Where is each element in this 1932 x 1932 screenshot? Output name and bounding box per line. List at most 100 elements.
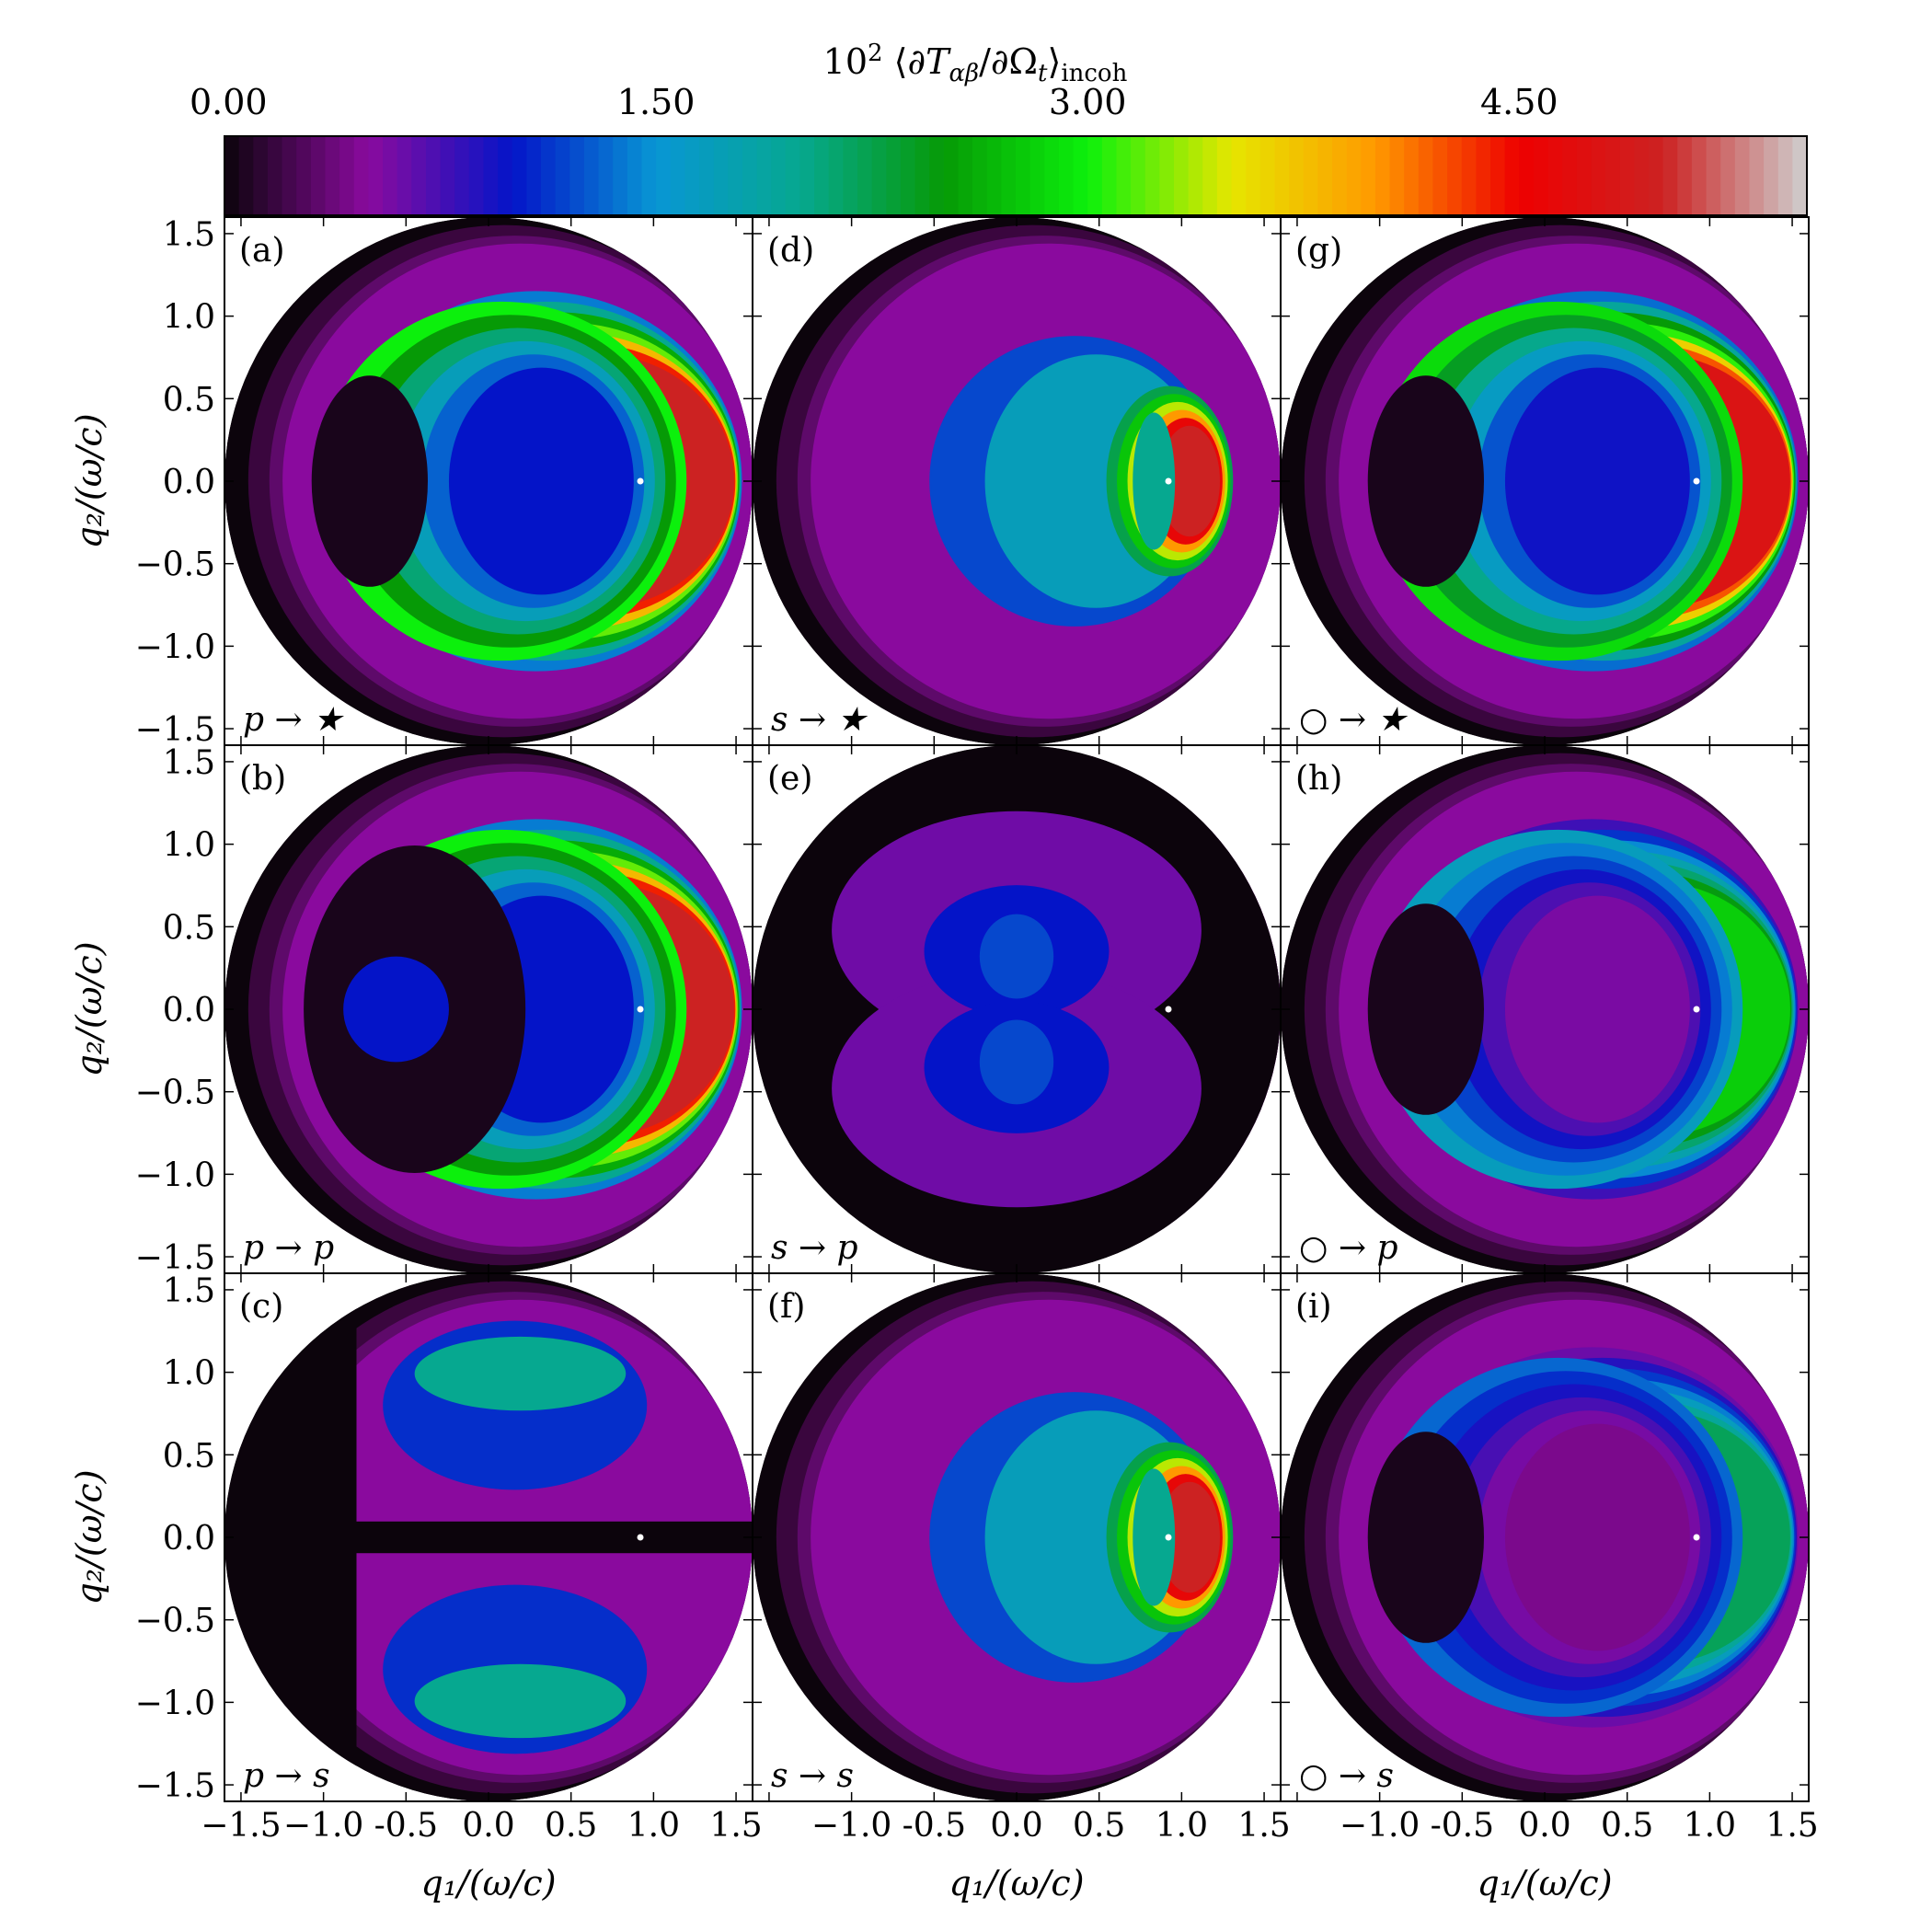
contour-band <box>1504 1423 1690 1651</box>
panel: (e) s → p <box>752 744 1282 1274</box>
panel: (f) s → s <box>752 1272 1282 1802</box>
colorbar-band <box>1116 136 1132 215</box>
colorbar-band <box>1533 136 1549 215</box>
incident-marker <box>1165 1006 1172 1013</box>
colorbar-band <box>1519 136 1535 215</box>
colorbar-band <box>929 136 945 215</box>
panel-id-label: (a) <box>239 232 285 270</box>
colorbar-band <box>1303 136 1319 215</box>
colorbar-band <box>713 136 730 215</box>
y-tick-label: 1.5 <box>163 1272 215 1310</box>
x-tick-label: −1.0 <box>811 1807 891 1845</box>
colorbar-band <box>1029 136 1046 215</box>
y-tick-label: −0.5 <box>135 1603 215 1640</box>
y-axis-label: q₂/(ω/c) <box>69 1469 109 1604</box>
channel-label: p → ★ <box>243 701 344 739</box>
y-tick-label: 1.0 <box>163 1355 215 1393</box>
panel-id-label: (i) <box>1295 1288 1332 1326</box>
channel-label: ○ → p <box>1299 1229 1398 1267</box>
colorbar-band <box>742 136 758 215</box>
x-tick-label: -0.5 <box>374 1807 438 1845</box>
colorbar-band <box>1562 136 1578 215</box>
y-tick-label: −1.5 <box>135 711 215 749</box>
x-tick-label: 0.0 <box>990 1807 1042 1845</box>
intensity-map <box>1281 1273 1809 1801</box>
colorbar-band <box>728 136 743 215</box>
x-tick-label: −1.0 <box>283 1807 363 1845</box>
colorbar: 102 ⟨∂Tαβ/∂Ωt⟩incoh 0.00 1.50 3.00 4.50 <box>190 40 1808 216</box>
colorbar-band <box>583 136 600 215</box>
x-tick-label: 0.0 <box>462 1807 514 1845</box>
y-tick-label: −1.5 <box>135 1239 215 1277</box>
colorbar-band <box>641 136 657 215</box>
x-axis-label: q₁/(ω/c) <box>1477 1863 1612 1903</box>
incident-marker <box>637 1534 644 1541</box>
channel-label: ○ → s <box>1299 1757 1394 1795</box>
colorbar-band <box>282 136 297 215</box>
colorbar-band <box>1073 136 1088 215</box>
contour-band <box>979 1019 1054 1105</box>
colorbar-band <box>425 136 442 215</box>
y-tick-label: −1.0 <box>135 628 215 666</box>
colorbar-band <box>900 136 916 215</box>
x-tick-label: 0.5 <box>545 1807 597 1845</box>
x-tick-label: −1.5 <box>201 1807 281 1845</box>
y-tick-label: 0.5 <box>163 909 215 947</box>
colorbar-frame <box>224 135 1808 216</box>
colorbar-band <box>325 136 340 215</box>
panel: (b) p → p <box>224 744 753 1274</box>
x-tick-label: 0.5 <box>1073 1807 1125 1845</box>
channel-label: s → s <box>771 1757 854 1795</box>
colorbar-band <box>1734 136 1751 215</box>
panel: (a) p → ★ <box>224 216 753 746</box>
colorbar-band <box>468 136 485 215</box>
y-tick-label: 1.0 <box>163 299 215 337</box>
colorbar-band <box>1691 136 1708 215</box>
panel-id-label: (h) <box>1295 760 1342 798</box>
intensity-map <box>753 1273 1281 1801</box>
panel: (h) ○ → p <box>1280 744 1810 1274</box>
y-tick-label: 1.5 <box>163 216 215 254</box>
colorbar-band <box>771 136 787 215</box>
panel-id-label: (d) <box>767 232 814 270</box>
incident-marker <box>637 477 644 485</box>
x-tick-label: 1.5 <box>709 1807 762 1845</box>
colorbar-band <box>785 136 801 215</box>
contour-band <box>343 956 449 1063</box>
colorbar-band <box>526 136 542 215</box>
colorbar-band <box>1216 136 1233 215</box>
colorbar-band <box>828 136 845 215</box>
y-axis-label: q₂/(ω/c) <box>69 413 109 548</box>
intensity-map <box>224 217 753 745</box>
colorbar-band <box>1016 136 1031 215</box>
panel-id-label: (f) <box>767 1288 805 1326</box>
colorbar-band <box>1720 136 1736 215</box>
contour-band <box>448 367 634 595</box>
panel: (g) ○ → ★ <box>1280 216 1810 746</box>
colorbar-band <box>1706 136 1721 215</box>
colorbar-band <box>656 136 672 215</box>
colorbar-band <box>411 136 427 215</box>
contour-band <box>1367 375 1484 587</box>
colorbar-band <box>886 136 902 215</box>
colorbar-label: 102 ⟨∂Tαβ/∂Ωt⟩incoh <box>823 40 1128 87</box>
panel-id-label: (e) <box>767 760 812 798</box>
colorbar-band <box>1792 136 1808 215</box>
colorbar-band <box>310 136 327 215</box>
colorbar-band <box>1131 136 1146 215</box>
y-tick-label: −0.5 <box>135 546 215 584</box>
colorbar-band <box>1662 136 1679 215</box>
colorbar-band <box>699 136 715 215</box>
x-tick-label: 1.5 <box>1765 1807 1818 1845</box>
incident-marker <box>1693 1534 1700 1541</box>
colorbar-band <box>799 136 815 215</box>
colorbar-band <box>353 136 370 215</box>
colorbar-band <box>1576 136 1593 215</box>
colorbar-band <box>1246 136 1261 215</box>
colorbar-band <box>1605 136 1621 215</box>
colorbar-tick-label: 3.00 <box>1049 82 1127 122</box>
colorbar-band <box>555 136 571 215</box>
colorbar-band <box>1619 136 1636 215</box>
y-tick-label: −0.5 <box>135 1075 215 1112</box>
